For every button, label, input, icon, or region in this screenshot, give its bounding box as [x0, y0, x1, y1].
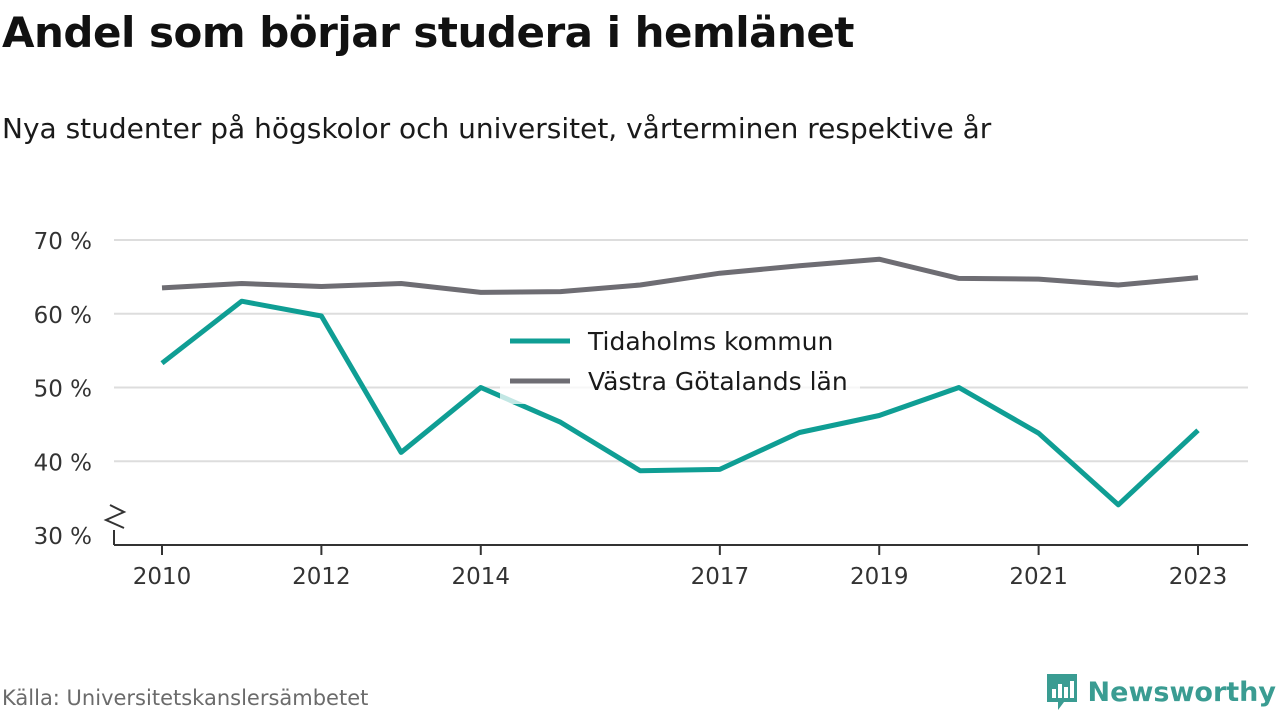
brand-name: Newsworthy: [1087, 676, 1276, 708]
y-tick-label: 50 %: [34, 377, 92, 403]
legend-background: [500, 322, 860, 404]
gridlines: [114, 239, 1248, 463]
chart-title: Andel som börjar studera i hemlänet: [2, 8, 855, 57]
x-tick-label: 2014: [451, 564, 510, 590]
x-tick-label: 2019: [850, 564, 909, 590]
x-tick-label: 2012: [292, 564, 351, 590]
source-note: Källa: Universitetskanslersämbetet: [2, 686, 369, 710]
legend: Tidaholms kommun Västra Götalands län: [500, 322, 860, 404]
x-tick-label: 2017: [691, 564, 750, 590]
x-tick-label: 2010: [133, 564, 192, 590]
series-line-tidaholm: [160, 298, 1200, 508]
brand-logo: Newsworthy: [1044, 672, 1276, 712]
chart-subtitle: Nya studenter på högskolor och universit…: [2, 112, 992, 145]
series-lines: [160, 256, 1200, 508]
series-line-vastra-gotaland: [161, 256, 1199, 295]
y-tick-label: 40 %: [34, 450, 92, 476]
axis-break-icon: [103, 504, 127, 529]
legend-label: Tidaholms kommun: [587, 327, 833, 356]
x-tick-label: 2021: [1009, 564, 1068, 590]
axes: 30 % 40 % 50 % 60 % 70 % 2010 2012 2014 2017 2019…: [34, 229, 1248, 590]
y-tick-label: 60 %: [34, 303, 92, 329]
legend-label: Västra Götalands län: [588, 367, 848, 396]
x-tick-label: 2023: [1169, 564, 1228, 590]
newsworthy-logo-icon: [1046, 674, 1077, 710]
y-tick-label: 30 %: [34, 524, 92, 550]
y-tick-label: 70 %: [34, 229, 92, 255]
